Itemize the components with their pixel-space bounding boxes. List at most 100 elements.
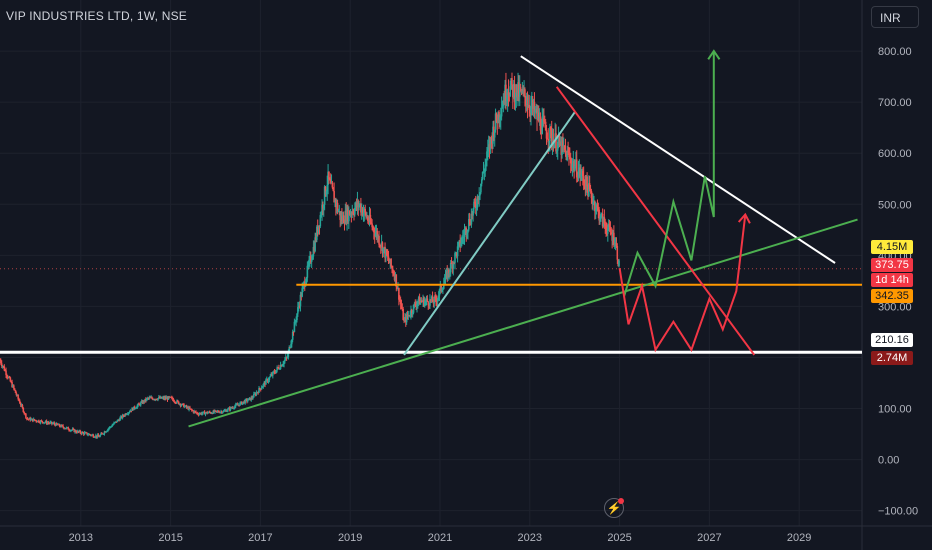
candle-body xyxy=(187,407,190,410)
candle-body xyxy=(68,429,70,431)
candle-body xyxy=(237,404,240,406)
candle-body xyxy=(572,161,575,164)
candle-body xyxy=(609,226,612,233)
candle-body xyxy=(106,430,108,432)
candle-body xyxy=(512,83,515,98)
candle-body xyxy=(466,232,468,235)
candle-body xyxy=(533,101,536,113)
candle-body xyxy=(408,314,411,316)
candle-body xyxy=(35,420,38,422)
candle-body xyxy=(7,377,10,379)
y-tick-label: 700.00 xyxy=(878,97,912,109)
candle-body xyxy=(464,227,467,232)
candle-body xyxy=(209,411,211,413)
candle-body xyxy=(553,142,556,149)
last-price-badge: 373.75 xyxy=(871,258,913,272)
candle-body xyxy=(613,244,616,246)
candle-body xyxy=(372,227,374,229)
candle-body xyxy=(487,148,489,152)
candle-body xyxy=(297,305,300,308)
candle-body xyxy=(456,246,459,257)
candle-body xyxy=(575,159,578,178)
candle-body xyxy=(463,231,466,238)
candle-body xyxy=(268,377,271,381)
candle-body xyxy=(276,367,278,371)
candle-body xyxy=(22,407,25,412)
candle-body xyxy=(25,417,28,419)
candle-body xyxy=(244,399,247,404)
candle-body xyxy=(589,189,592,191)
candle-body xyxy=(115,421,118,423)
candle-body xyxy=(227,407,230,409)
candle-body xyxy=(285,357,288,359)
candle-body xyxy=(575,159,577,167)
candle-body xyxy=(608,223,611,227)
candle-body xyxy=(48,422,51,424)
candle-body xyxy=(559,141,562,146)
candle-body xyxy=(0,363,3,367)
candle-body xyxy=(405,314,408,323)
candle-body xyxy=(492,126,494,144)
candle-body xyxy=(121,415,124,418)
lightning-icon[interactable]: ⚡ xyxy=(604,498,624,518)
candle-body xyxy=(542,118,544,120)
candle-body xyxy=(366,217,368,219)
candle-body xyxy=(246,399,248,402)
candle-body xyxy=(411,309,413,314)
candle-body xyxy=(607,228,609,234)
candle-body xyxy=(346,208,348,223)
candle-body xyxy=(38,420,40,423)
candle-body xyxy=(506,98,508,101)
candle-body xyxy=(15,393,18,396)
candle-body xyxy=(613,232,615,245)
candle-body xyxy=(511,78,513,85)
candle-body xyxy=(394,274,397,281)
candle-body xyxy=(3,366,6,371)
currency-selector[interactable]: INR xyxy=(871,6,919,28)
candle-body xyxy=(395,274,398,287)
candle-body xyxy=(82,432,85,435)
candle-body xyxy=(18,398,20,401)
candle-body xyxy=(566,150,569,161)
candle-body xyxy=(165,397,168,399)
candle-body xyxy=(488,144,491,150)
candle-body xyxy=(327,171,329,185)
candle-body xyxy=(52,423,55,425)
candle-body xyxy=(461,237,464,239)
candle-body xyxy=(33,419,36,421)
candle-body xyxy=(114,422,116,424)
candle-body xyxy=(245,399,247,401)
candle-body xyxy=(211,413,214,415)
candle-body xyxy=(579,167,581,177)
candle-body xyxy=(209,412,212,414)
candle-body xyxy=(193,411,196,413)
candle-body xyxy=(218,412,221,414)
candle-body xyxy=(240,401,242,403)
candle-body xyxy=(334,199,336,203)
candle-body xyxy=(506,92,509,99)
candle-body xyxy=(183,406,186,408)
candle-body xyxy=(439,285,442,290)
candle-body xyxy=(386,255,389,257)
candle-body xyxy=(577,171,580,178)
candle-body xyxy=(168,396,171,398)
x-tick-label: 2019 xyxy=(338,532,362,544)
candle-body xyxy=(190,409,193,411)
candle-body xyxy=(294,321,297,323)
candle-body xyxy=(591,198,594,205)
candle-body xyxy=(14,390,17,394)
candle-body xyxy=(603,217,606,224)
candle-body xyxy=(260,387,263,390)
white-level-badge: 210.16 xyxy=(871,333,913,347)
y-tick-label: 100.00 xyxy=(878,404,912,416)
candle-body xyxy=(322,204,325,209)
candle-body xyxy=(485,160,487,165)
volume-high-badge: 4.15M xyxy=(871,240,913,254)
candle-body xyxy=(264,382,266,385)
candle-body xyxy=(234,406,236,409)
candle-body xyxy=(421,301,423,303)
candle-body xyxy=(317,225,320,233)
candle-body xyxy=(543,118,545,122)
candle-body xyxy=(523,89,525,91)
